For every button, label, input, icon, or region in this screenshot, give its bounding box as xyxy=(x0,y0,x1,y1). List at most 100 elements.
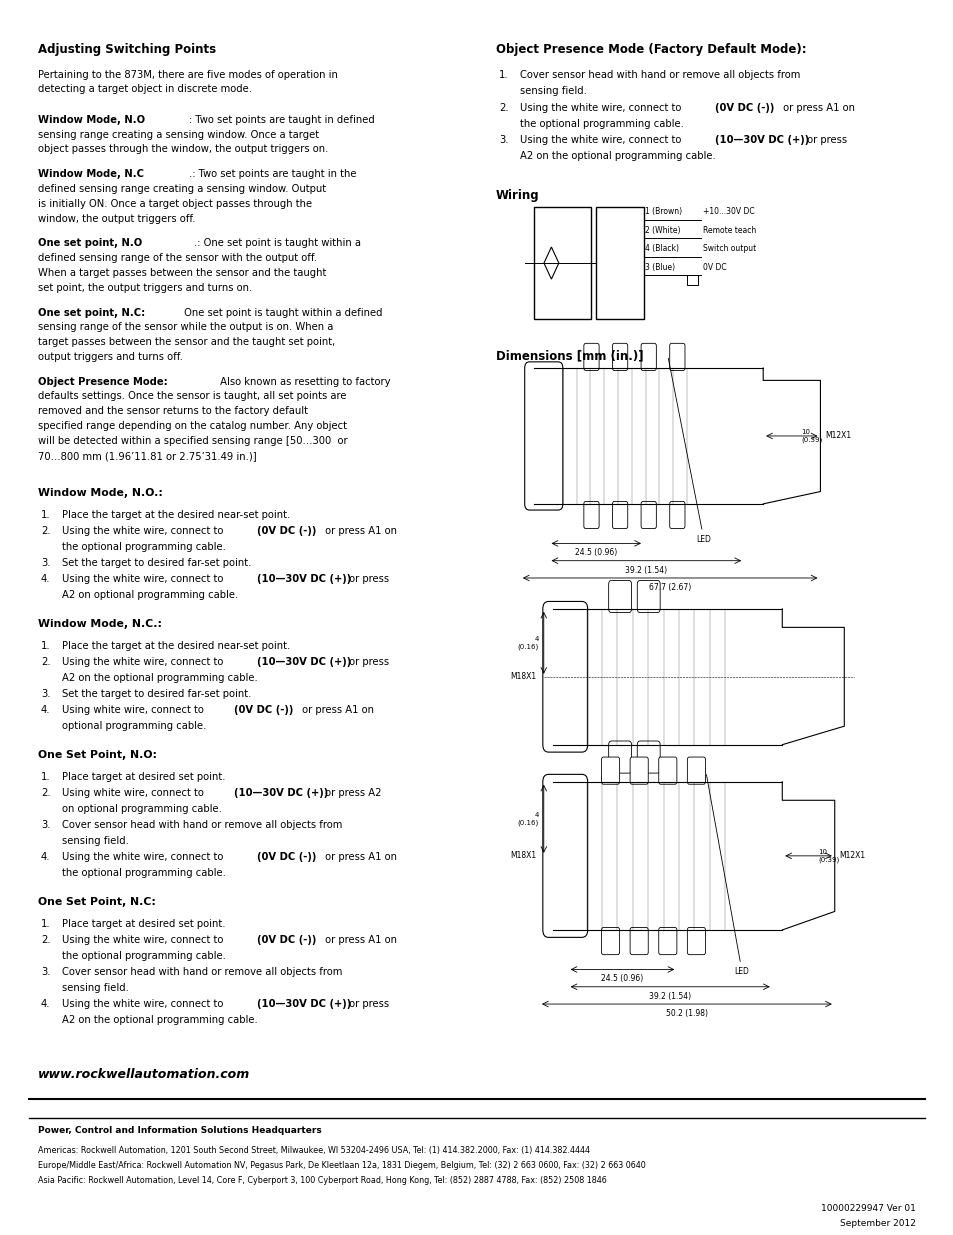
FancyBboxPatch shape xyxy=(659,757,677,784)
FancyBboxPatch shape xyxy=(612,343,627,370)
Text: 2.: 2. xyxy=(41,657,51,667)
Text: M12X1: M12X1 xyxy=(824,431,850,441)
Text: 70…800 mm (1.96’11.81 or 2.75’31.49 in.)]: 70…800 mm (1.96’11.81 or 2.75’31.49 in.)… xyxy=(38,451,256,461)
Text: 2 (White): 2 (White) xyxy=(644,226,679,235)
Text: or press A1 on: or press A1 on xyxy=(322,852,396,862)
Text: sensing field.: sensing field. xyxy=(519,86,586,96)
Text: (10—30V DC (+)): (10—30V DC (+)) xyxy=(233,788,328,798)
Text: 3 (Blue): 3 (Blue) xyxy=(644,263,675,272)
Text: September 2012: September 2012 xyxy=(839,1219,915,1228)
Text: 10
(0.39): 10 (0.39) xyxy=(818,850,839,862)
Text: 2.: 2. xyxy=(41,788,51,798)
Text: 4.: 4. xyxy=(41,852,51,862)
Text: .: Two set points are taught in the: .: Two set points are taught in the xyxy=(189,169,356,179)
Text: Using the white wire, connect to: Using the white wire, connect to xyxy=(519,135,683,144)
Text: Place the target at the desired near-set point.: Place the target at the desired near-set… xyxy=(62,510,290,520)
Bar xyxy=(534,207,591,319)
Text: will be detected within a specified sensing range [50…300  or: will be detected within a specified sens… xyxy=(38,436,348,446)
Text: Wiring: Wiring xyxy=(496,189,539,203)
Text: 24.5 (0.96): 24.5 (0.96) xyxy=(575,548,617,557)
Text: or press A1 on: or press A1 on xyxy=(322,935,396,945)
FancyBboxPatch shape xyxy=(601,927,619,955)
Text: One set point, N.O: One set point, N.O xyxy=(38,238,142,248)
Text: When a target passes between the sensor and the taught: When a target passes between the sensor … xyxy=(38,268,326,278)
Text: 4
(0.16): 4 (0.16) xyxy=(517,813,538,825)
Text: or press A2: or press A2 xyxy=(322,788,381,798)
Text: output triggers and turns off.: output triggers and turns off. xyxy=(38,352,183,362)
Text: or press: or press xyxy=(346,574,389,584)
Text: Window Mode, N.C: Window Mode, N.C xyxy=(38,169,144,179)
Text: 50.2 (1.98): 50.2 (1.98) xyxy=(665,1009,707,1018)
Text: or press A1 on: or press A1 on xyxy=(780,103,854,112)
Text: A2 on the optional programming cable.: A2 on the optional programming cable. xyxy=(62,1015,257,1025)
Text: or press: or press xyxy=(346,657,389,667)
Text: Asia Pacific: Rockwell Automation, Level 14, Core F, Cyberport 3, 100 Cyberport : Asia Pacific: Rockwell Automation, Level… xyxy=(38,1176,606,1184)
Text: 67.7 (2.67): 67.7 (2.67) xyxy=(648,583,691,592)
FancyBboxPatch shape xyxy=(524,362,562,510)
Bar xyxy=(596,207,643,319)
Text: Using the white wire, connect to: Using the white wire, connect to xyxy=(62,657,226,667)
Text: Using the white wire, connect to: Using the white wire, connect to xyxy=(62,935,226,945)
FancyBboxPatch shape xyxy=(640,343,656,370)
Text: sensing range of the sensor while the output is on. When a: sensing range of the sensor while the ou… xyxy=(38,322,334,332)
Text: is initially ON. Once a target object passes through the: is initially ON. Once a target object pa… xyxy=(38,199,312,209)
Text: (10—30V DC (+)): (10—30V DC (+)) xyxy=(257,657,351,667)
Text: Place target at desired set point.: Place target at desired set point. xyxy=(62,919,225,929)
Text: One set point is taught within a defined: One set point is taught within a defined xyxy=(181,308,382,317)
Text: 3.: 3. xyxy=(41,967,51,977)
Text: 4.: 4. xyxy=(41,574,51,584)
Text: 10
(0.39): 10 (0.39) xyxy=(801,430,821,442)
Text: 2.: 2. xyxy=(41,935,51,945)
Text: (0V DC (-)): (0V DC (-)) xyxy=(257,852,316,862)
Text: 24.5 (0.96): 24.5 (0.96) xyxy=(600,974,643,983)
Text: window, the output triggers off.: window, the output triggers off. xyxy=(38,214,195,224)
Text: sensing range creating a sensing window. Once a target: sensing range creating a sensing window.… xyxy=(38,130,319,140)
Text: Remote teach: Remote teach xyxy=(702,226,756,235)
Text: 10000229947 Ver 01: 10000229947 Ver 01 xyxy=(821,1204,915,1213)
Text: www.rockwellautomation.com: www.rockwellautomation.com xyxy=(38,1067,250,1081)
Text: (0V DC (-)): (0V DC (-)) xyxy=(257,526,316,536)
Text: or press: or press xyxy=(803,135,846,144)
Text: Europe/Middle East/Africa: Rockwell Automation NV, Pegasus Park, De Kleetlaan 12: Europe/Middle East/Africa: Rockwell Auto… xyxy=(38,1161,645,1170)
Text: 3.: 3. xyxy=(41,558,51,568)
Text: Cover sensor head with hand or remove all objects from: Cover sensor head with hand or remove al… xyxy=(62,967,342,977)
Text: 1.: 1. xyxy=(41,510,51,520)
Text: 39.2 (1.54): 39.2 (1.54) xyxy=(624,566,667,574)
Text: Using white wire, connect to: Using white wire, connect to xyxy=(62,705,207,715)
FancyBboxPatch shape xyxy=(542,601,587,752)
Text: Using the white wire, connect to: Using the white wire, connect to xyxy=(519,103,683,112)
Text: 4.: 4. xyxy=(41,705,51,715)
Text: 3.: 3. xyxy=(41,689,51,699)
FancyBboxPatch shape xyxy=(629,927,648,955)
FancyBboxPatch shape xyxy=(583,343,598,370)
FancyBboxPatch shape xyxy=(687,757,705,784)
Text: (0V DC (-)): (0V DC (-)) xyxy=(715,103,774,112)
Text: Window Mode, N.O: Window Mode, N.O xyxy=(38,115,145,125)
Text: Set the target to desired far-set point.: Set the target to desired far-set point. xyxy=(62,689,252,699)
Text: 2.: 2. xyxy=(498,103,508,112)
Text: Americas: Rockwell Automation, 1201 South Second Street, Milwaukee, WI 53204-249: Americas: Rockwell Automation, 1201 Sout… xyxy=(38,1146,590,1155)
Text: defaults settings. Once the sensor is taught, all set points are: defaults settings. Once the sensor is ta… xyxy=(38,391,346,401)
Text: object passes through the window, the output triggers on.: object passes through the window, the ou… xyxy=(38,144,328,154)
Text: 2.: 2. xyxy=(41,526,51,536)
Text: +10...30V DC: +10...30V DC xyxy=(702,207,754,216)
Text: Dimensions [mm (in.)]: Dimensions [mm (in.)] xyxy=(496,350,643,363)
Text: 3.: 3. xyxy=(41,820,51,830)
Text: 1.: 1. xyxy=(41,641,51,651)
Text: Window Mode, N.O.:: Window Mode, N.O.: xyxy=(38,488,163,498)
Text: Also known as resetting to factory: Also known as resetting to factory xyxy=(216,377,390,387)
Text: or press: or press xyxy=(346,999,389,1009)
Text: or press A1 on: or press A1 on xyxy=(322,526,396,536)
Text: (10—30V DC (+)): (10—30V DC (+)) xyxy=(715,135,808,144)
Text: Cover sensor head with hand or remove all objects from: Cover sensor head with hand or remove al… xyxy=(62,820,342,830)
Text: (0V DC (-)): (0V DC (-)) xyxy=(257,935,316,945)
Polygon shape xyxy=(543,247,558,279)
Text: M12X1: M12X1 xyxy=(839,851,864,861)
FancyBboxPatch shape xyxy=(542,774,587,937)
Text: : Two set points are taught in defined: : Two set points are taught in defined xyxy=(189,115,375,125)
Text: Cover sensor head with hand or remove all objects from: Cover sensor head with hand or remove al… xyxy=(519,70,800,80)
Text: Object Presence Mode:: Object Presence Mode: xyxy=(38,377,168,387)
Text: defined sensing range of the sensor with the output off.: defined sensing range of the sensor with… xyxy=(38,253,316,263)
FancyBboxPatch shape xyxy=(583,501,598,529)
Text: Adjusting Switching Points: Adjusting Switching Points xyxy=(38,43,216,57)
